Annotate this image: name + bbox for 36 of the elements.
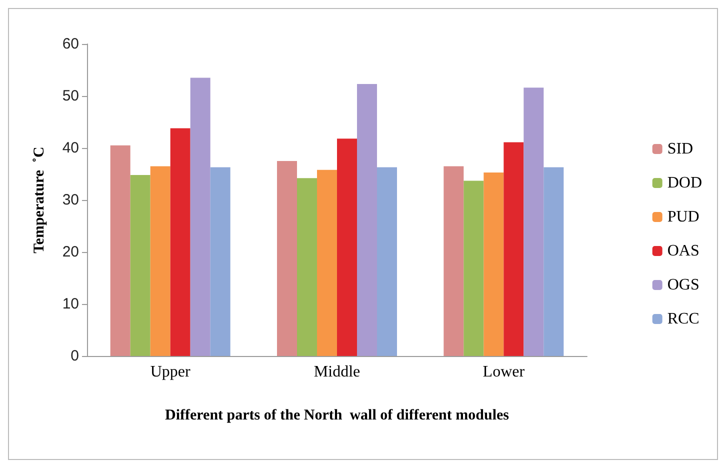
legend-label: SID [667,140,694,158]
bar [484,172,504,356]
y-axis-title: Temperature ˚C [32,146,48,254]
bar [317,170,337,356]
x-axis-title: Different parts of the North wall of different modules [165,408,510,424]
bar [444,166,464,356]
bar [544,167,564,356]
bar [464,180,484,356]
bar [110,145,130,356]
y-tick-label: 60 [62,36,79,52]
y-tick-label: 20 [62,244,79,260]
legend-label: RCC [667,310,700,328]
bar [504,142,524,356]
bar [277,161,297,356]
x-tick-label: Upper [150,364,191,380]
bar [297,178,317,356]
x-tick-label: Middle [314,364,360,380]
y-tick-label: 50 [62,88,79,104]
bar [337,138,357,356]
x-tick-label: Lower [482,364,526,380]
bar [190,78,210,356]
y-tick-label: 0 [70,348,79,364]
y-tick-label: 40 [62,140,79,156]
bar [524,88,544,356]
legend-label: DOD [667,174,702,192]
bar [170,128,190,356]
bar [130,175,150,356]
bar [210,167,230,356]
bar [377,167,397,356]
bar [150,166,170,356]
y-tick-label: 10 [62,296,79,312]
legend-label: OAS [667,242,700,260]
legend-label: PUD [667,208,700,226]
legend-label: OGS [667,276,700,294]
y-tick-label: 30 [62,192,79,208]
bar [357,84,377,356]
